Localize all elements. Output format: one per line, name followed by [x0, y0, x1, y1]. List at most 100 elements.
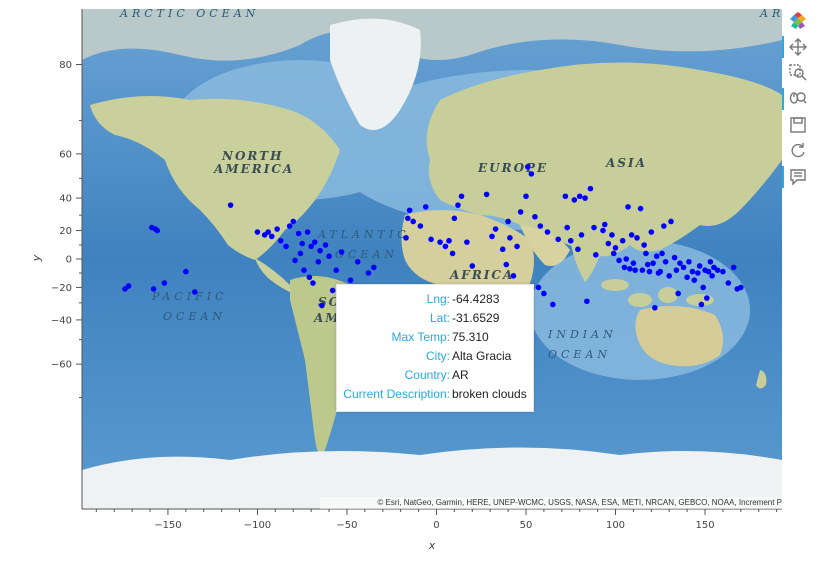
city-point[interactable] [503, 261, 510, 268]
city-point[interactable] [277, 237, 284, 244]
city-point[interactable] [292, 257, 298, 264]
city-point[interactable] [575, 246, 581, 253]
city-point[interactable] [311, 239, 318, 245]
city-point[interactable] [154, 227, 160, 234]
city-point[interactable] [555, 236, 562, 243]
city-point[interactable] [725, 280, 732, 286]
city-point[interactable] [652, 304, 658, 311]
city-point[interactable] [578, 232, 585, 238]
reset-icon[interactable] [784, 138, 812, 164]
city-point[interactable] [637, 205, 644, 212]
city-point[interactable] [644, 261, 651, 268]
city-point[interactable] [317, 247, 323, 254]
city-point[interactable] [659, 250, 665, 257]
city-point[interactable] [730, 264, 737, 271]
city-point[interactable] [623, 256, 630, 262]
city-point[interactable] [161, 280, 168, 286]
city-point[interactable] [541, 290, 547, 297]
city-point[interactable] [446, 237, 452, 244]
wheel-zoom-icon[interactable] [782, 86, 812, 112]
city-point[interactable] [720, 268, 726, 275]
city-point[interactable] [365, 270, 372, 276]
city-point[interactable] [449, 250, 456, 257]
city-point[interactable] [301, 267, 307, 273]
city-point[interactable] [403, 235, 409, 241]
city-point[interactable] [265, 229, 271, 235]
city-point[interactable] [150, 286, 157, 292]
city-point[interactable] [680, 264, 687, 271]
city-point[interactable] [537, 223, 544, 229]
city-point[interactable] [422, 204, 429, 210]
city-point[interactable] [492, 226, 499, 232]
city-point[interactable] [714, 267, 721, 273]
city-point[interactable] [700, 284, 707, 291]
city-point[interactable] [283, 243, 289, 250]
city-point[interactable] [648, 229, 655, 235]
city-point[interactable] [310, 280, 316, 286]
city-point[interactable] [675, 290, 681, 297]
city-point[interactable] [646, 268, 653, 275]
city-point[interactable] [550, 301, 556, 308]
city-point[interactable] [451, 215, 458, 222]
city-point[interactable] [510, 273, 517, 279]
city-point[interactable] [524, 164, 531, 170]
city-point[interactable] [517, 209, 524, 215]
city-point[interactable] [410, 218, 417, 225]
city-point[interactable] [605, 240, 612, 247]
city-point[interactable] [653, 253, 660, 260]
city-point[interactable] [616, 257, 622, 264]
city-point[interactable] [696, 263, 703, 269]
city-point[interactable] [290, 218, 297, 225]
city-point[interactable] [535, 284, 542, 291]
city-points[interactable] [122, 164, 744, 311]
city-point[interactable] [125, 283, 132, 289]
city-point[interactable] [406, 207, 413, 214]
city-point[interactable] [528, 171, 535, 177]
city-point[interactable] [326, 253, 332, 260]
city-point[interactable] [666, 273, 673, 279]
city-point[interactable] [601, 221, 608, 228]
city-point[interactable] [564, 224, 570, 231]
city-point[interactable] [591, 224, 597, 231]
city-point[interactable] [306, 274, 313, 281]
city-point[interactable] [695, 270, 701, 276]
city-point[interactable] [489, 233, 495, 240]
city-point[interactable] [319, 302, 325, 309]
city-point[interactable] [507, 235, 513, 241]
city-point[interactable] [698, 301, 705, 308]
city-point[interactable] [371, 264, 377, 271]
city-point[interactable] [650, 260, 656, 266]
city-point[interactable] [634, 235, 640, 241]
city-point[interactable] [297, 250, 304, 257]
city-point[interactable] [671, 254, 678, 261]
city-point[interactable] [254, 229, 261, 235]
city-point[interactable] [707, 258, 714, 265]
city-point[interactable] [571, 197, 578, 203]
city-point[interactable] [630, 260, 637, 266]
city-point[interactable] [437, 239, 443, 245]
pan-icon[interactable] [782, 34, 812, 60]
city-point[interactable] [643, 250, 649, 257]
city-point[interactable] [417, 223, 424, 229]
city-point[interactable] [333, 267, 340, 273]
city-point[interactable] [274, 226, 280, 232]
city-point[interactable] [286, 223, 293, 229]
city-point[interactable] [661, 223, 667, 229]
city-point[interactable] [625, 204, 631, 210]
city-point[interactable] [299, 240, 306, 247]
city-point[interactable] [458, 193, 465, 200]
city-point[interactable] [612, 245, 619, 251]
city-point[interactable] [704, 295, 710, 301]
city-point[interactable] [705, 268, 712, 275]
city-point[interactable] [609, 232, 615, 238]
hover-icon[interactable] [782, 164, 812, 190]
city-point[interactable] [532, 213, 538, 220]
city-point[interactable] [442, 243, 449, 250]
city-point[interactable] [587, 185, 594, 192]
city-point[interactable] [544, 229, 551, 235]
city-point[interactable] [641, 242, 647, 248]
city-point[interactable] [227, 202, 234, 208]
city-point[interactable] [691, 277, 698, 283]
city-point[interactable] [268, 233, 275, 240]
